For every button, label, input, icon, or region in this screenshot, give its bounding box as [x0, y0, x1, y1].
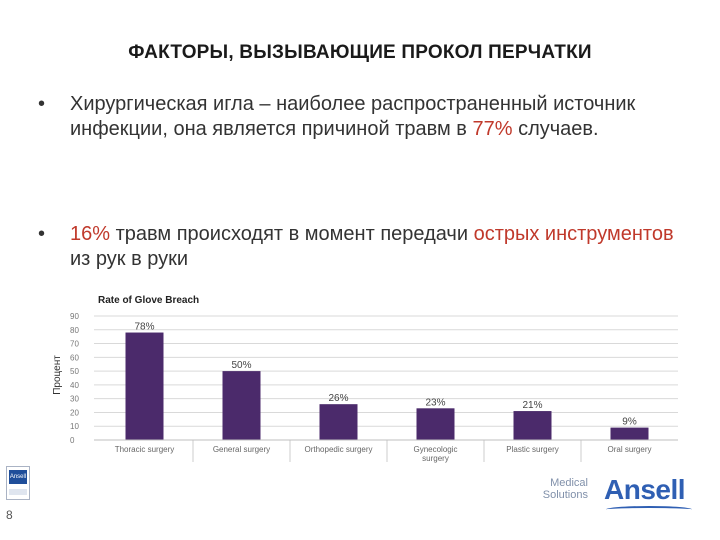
bullet-marker: •: [38, 93, 46, 115]
small-logo-band: [9, 489, 27, 495]
data-label: 50%: [231, 360, 251, 371]
bullet-text-part: травм происходят в момент передачи: [110, 223, 474, 245]
category-label: Plastic surgery: [506, 445, 558, 454]
logo-swoosh: [606, 506, 692, 513]
bar: [416, 408, 455, 440]
category-label: Gynecologic: [413, 445, 457, 454]
y-tick-label: 60: [70, 353, 79, 362]
ansell-small-logo: Ansell: [6, 466, 30, 500]
category-label: General surgery: [213, 445, 270, 454]
category-label: Orthopedic surgery: [304, 445, 372, 454]
data-label: 21%: [522, 400, 542, 411]
bullet-highlight: 16%: [70, 223, 111, 245]
brand-tagline-line: Medical: [550, 477, 588, 489]
bullet-text-part: из рук в руки: [70, 248, 189, 270]
y-tick-label: 0: [70, 436, 75, 445]
gridlines: [94, 315, 678, 441]
y-tick-label: 70: [70, 340, 79, 349]
bar: [610, 427, 649, 440]
brand-tagline: Medical Solutions: [536, 477, 588, 501]
y-tick-label: 30: [70, 395, 79, 404]
chart-title: Rate of Glove Breach: [98, 295, 199, 306]
slide-number: 8: [6, 508, 13, 522]
bullet-needle: • Хирургическая игла – наиболее распрост…: [38, 92, 678, 142]
small-logo-text: Ansell: [9, 470, 27, 484]
brand-tagline-line: Solutions: [542, 489, 588, 501]
data-label: 23%: [425, 397, 445, 408]
chart-svg: Rate of Glove Breach Процент 0 10 20 30 40 50…: [52, 295, 678, 463]
y-tick-label: 40: [70, 381, 79, 390]
glove-breach-chart: Rate of Glove Breach Процент 0 10 20 30 40 50…: [48, 288, 680, 470]
bullet-marker: •: [38, 223, 46, 245]
y-tick-labels: 0 10 20 30 40 50 60 70 80 90: [70, 312, 79, 445]
y-tick-label: 10: [70, 422, 79, 431]
category-labels: Thoracic surgery General surgery Orthopedi…: [94, 439, 678, 463]
bars: [125, 332, 649, 440]
category-label: Oral surgery: [607, 445, 651, 454]
bar: [125, 332, 164, 440]
value-labels: 78% 50% 26% 23% 21% 9%: [134, 322, 636, 428]
data-label: 78%: [134, 322, 154, 333]
y-tick-label: 90: [70, 312, 79, 321]
y-tick-label: 20: [70, 408, 79, 417]
category-label: Thoracic surgery: [115, 445, 175, 454]
bullet-highlight: острых инструментов: [473, 223, 674, 245]
ansell-logo: Ansell: [604, 474, 686, 505]
bullet-highlight: 77%: [472, 118, 513, 140]
data-label: 26%: [328, 393, 348, 404]
data-label: 9%: [622, 417, 637, 428]
bullet-transfer: • 16% травм происходят в момент передачи…: [38, 222, 678, 272]
slide-title: ФАКТОРЫ, ВЫЗЫВАЮЩИЕ ПРОКОЛ ПЕРЧАТКИ: [128, 42, 592, 63]
bar: [319, 404, 358, 440]
bullet-text: Хирургическая игла – наиболее распростра…: [70, 92, 678, 142]
y-tick-label: 80: [70, 326, 79, 335]
bar: [513, 411, 552, 440]
bullet-text: 16% травм происходят в момент передачи о…: [70, 222, 678, 272]
y-tick-label: 50: [70, 367, 79, 376]
bullet-text-part: случаев.: [512, 118, 599, 140]
y-axis-label: Процент: [52, 355, 63, 395]
bullet-text-part: Хирургическая игла – наиболее распростра…: [70, 93, 636, 140]
category-label: surgery: [422, 454, 449, 463]
bar: [222, 371, 261, 440]
